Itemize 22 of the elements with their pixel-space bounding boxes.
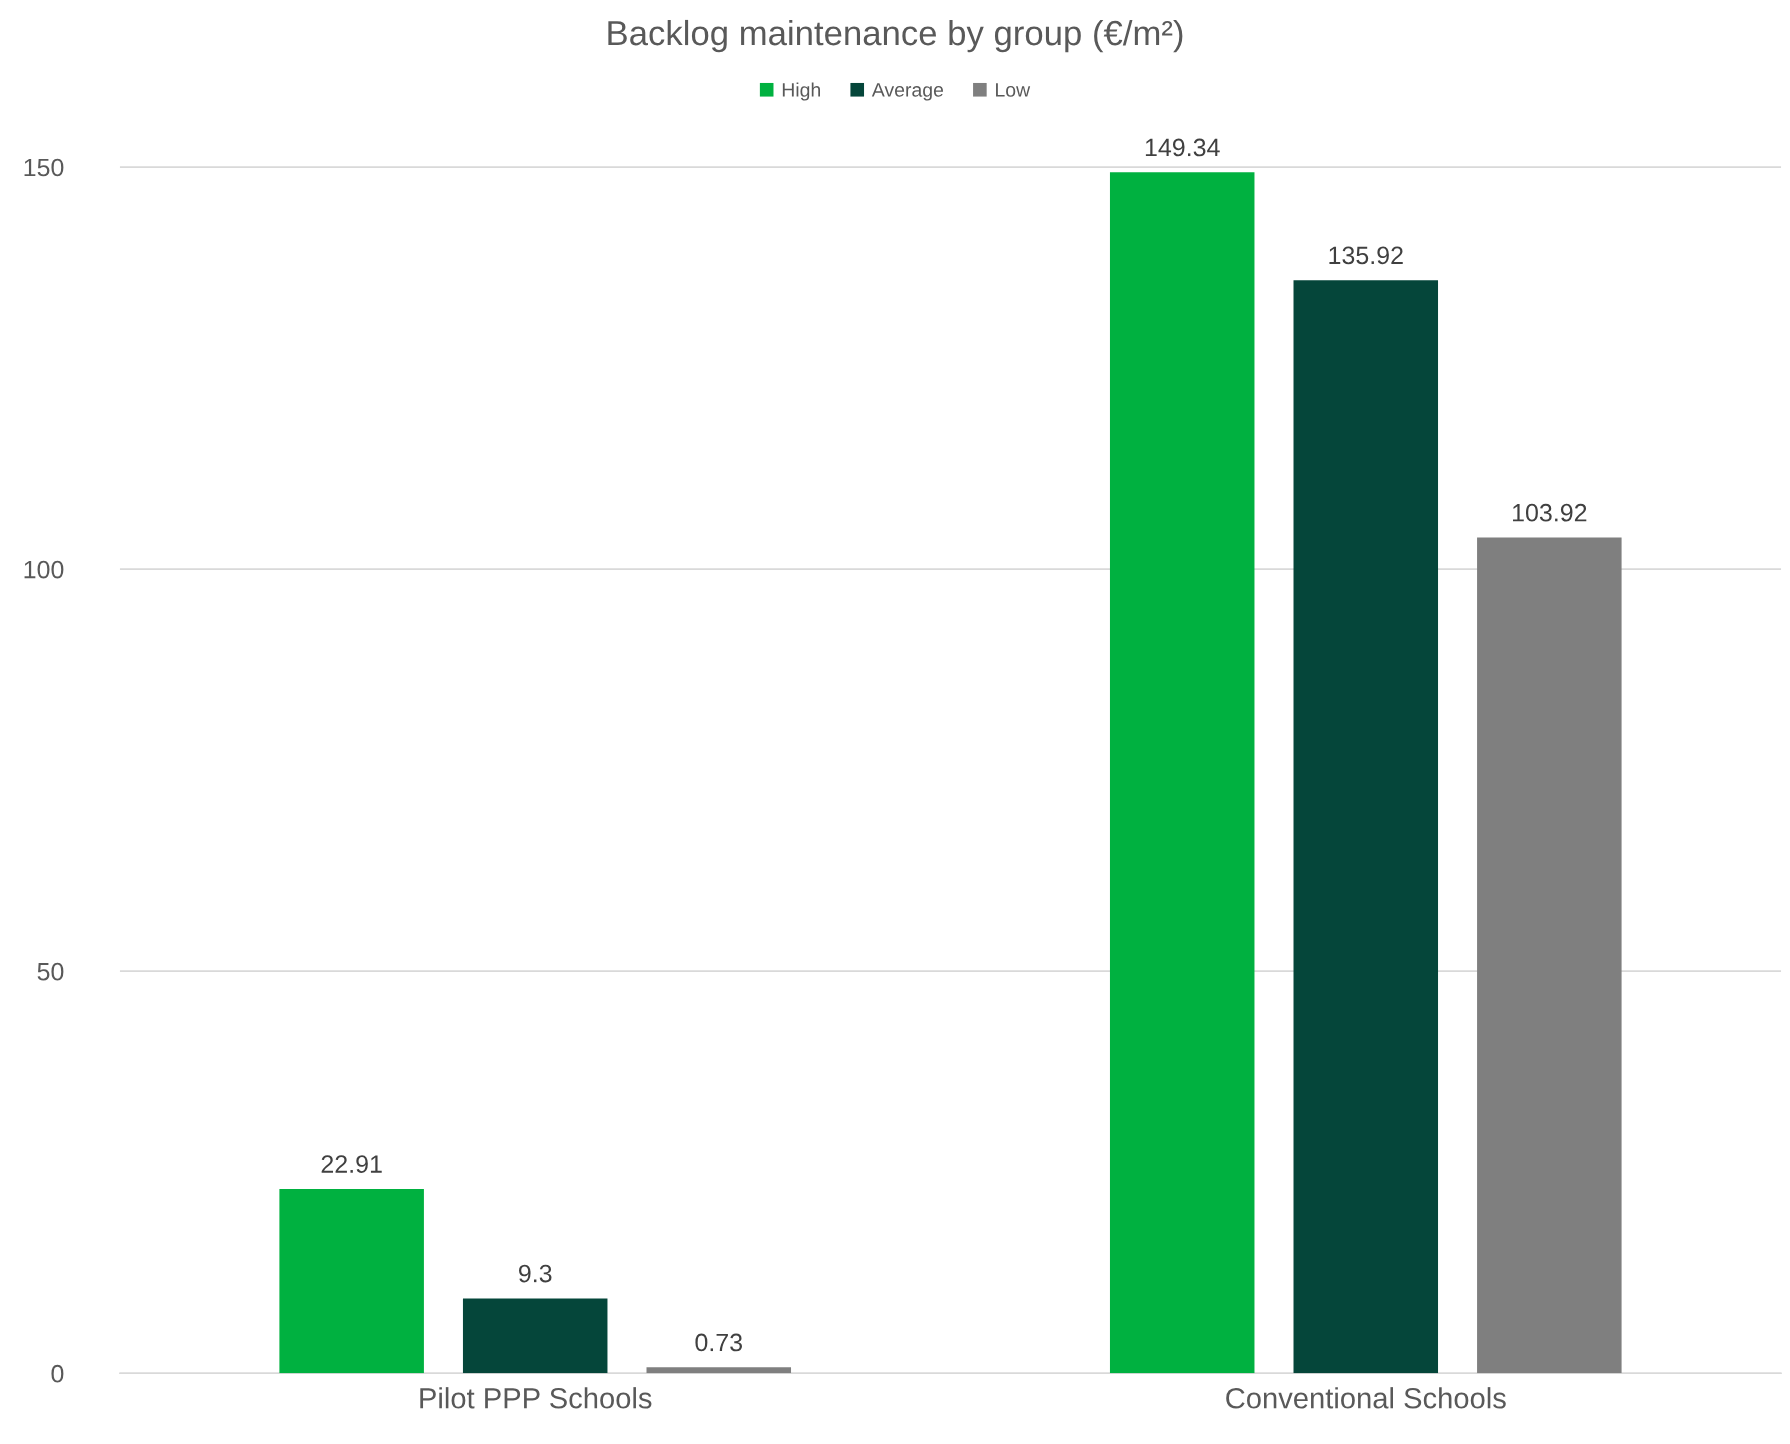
- legend-label: Low: [996, 83, 1031, 97]
- legend-label: Average: [871, 83, 944, 101]
- data-label: 135.92: [1329, 246, 1403, 265]
- chart-title: Backlog maintenance by group (€/m²): [608, 19, 1183, 53]
- bar: [646, 1367, 792, 1374]
- data-label: 9.3: [519, 1264, 552, 1283]
- x-tick-label: Conventional Schools: [1226, 1387, 1506, 1409]
- legend-label: High: [782, 82, 820, 101]
- bar: [1293, 280, 1439, 1374]
- data-label: 22.91: [321, 1155, 382, 1173]
- y-tick-label: 100: [24, 560, 64, 579]
- y-tick-label: 50: [37, 962, 64, 981]
- x-tick-label: Pilot PPP Schools: [420, 1387, 652, 1409]
- y-tick-label: 150: [24, 158, 64, 177]
- y-tick-label: 0: [51, 1364, 64, 1383]
- bar: [279, 1189, 424, 1374]
- data-label: 149.34: [1145, 138, 1220, 157]
- bar: [1109, 172, 1255, 1374]
- data-label: 103.92: [1513, 503, 1587, 522]
- bar: [1477, 537, 1622, 1374]
- bar: [462, 1298, 608, 1374]
- data-label: 0.73: [695, 1333, 742, 1352]
